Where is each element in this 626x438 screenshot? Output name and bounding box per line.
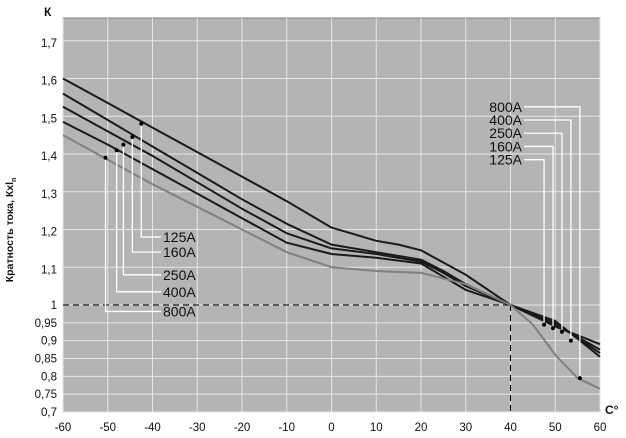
- x-tick-label: 50: [549, 422, 562, 434]
- x-tick-label: 0: [328, 422, 334, 434]
- x-tick-label: -20: [234, 422, 251, 434]
- leader-anchor-right-160A: [551, 326, 556, 331]
- leader-line-right-160A: [524, 145, 554, 329]
- series-label-left-400A: 400A: [163, 284, 196, 300]
- series-label-right-400A: 400A: [489, 112, 522, 128]
- y-tick-label: 1,2: [41, 227, 57, 239]
- series-label-left-125A: 125A: [163, 229, 196, 245]
- leader-line-right-400A: [524, 119, 572, 341]
- series-line-800A: [62, 77, 601, 346]
- leader-anchor-left-250A: [121, 142, 126, 147]
- y-tick-label: 1,7: [41, 38, 57, 50]
- leader-anchor-left-800A: [103, 155, 108, 160]
- leader-anchor-left-125A: [139, 121, 144, 126]
- x-tick-labels: -60 -50 -40 -30 -20 -10 0 10 20 30 40 50 60: [55, 422, 607, 434]
- x-tick-label: 60: [594, 422, 607, 434]
- y-tick-label: 1,1: [41, 264, 57, 276]
- y-tick-label: 0,9: [41, 336, 57, 348]
- x-tick-label: -40: [144, 422, 161, 434]
- y-tick-label: 0,85: [35, 353, 57, 365]
- x-tick-label: -60: [55, 422, 72, 434]
- x-unit-label: С°: [605, 403, 619, 417]
- series-lines: [62, 77, 601, 390]
- x-tick-label: -50: [99, 422, 116, 434]
- series-label-left-160A: 160A: [163, 244, 196, 260]
- leader-line-right-250A: [524, 132, 563, 332]
- label-leaders: [103, 106, 582, 381]
- x-tick-label: 40: [504, 422, 517, 434]
- leader-anchor-left-400A: [114, 148, 119, 153]
- x-tick-label: 10: [370, 422, 383, 434]
- y-tick-label: 0,8: [41, 371, 57, 383]
- leader-anchor-right-400A: [568, 338, 573, 343]
- y-tick-label: 0,75: [35, 389, 57, 401]
- leader-anchor-right-125A: [542, 322, 547, 327]
- y-unit-label: К: [44, 5, 52, 19]
- grid: [62, 18, 601, 413]
- y-tick-label: 1,4: [41, 151, 58, 163]
- leader-line-right-800A: [524, 106, 581, 379]
- y-axis-label: Кратность тока, Кхln: [4, 178, 18, 283]
- y-tick-label: 0,95: [35, 318, 57, 330]
- series-label-right-250A: 250A: [489, 125, 522, 141]
- leader-anchor-left-160A: [130, 135, 135, 140]
- leader-line-left-250A: [122, 144, 161, 276]
- leader-line-left-800A: [104, 157, 161, 313]
- y-tick-label: 1,6: [41, 76, 57, 88]
- leader-line-left-160A: [131, 137, 161, 253]
- y-axis-label-main: Кратность тока, Кхl: [4, 182, 16, 282]
- series-label-right-160A: 160A: [489, 138, 522, 154]
- reference-lines: [63, 304, 511, 412]
- leader-line-left-125A: [140, 123, 161, 238]
- y-tick-label: 1,5: [41, 113, 57, 125]
- y-tick-label: 1: [51, 300, 57, 312]
- leader-line-left-400A: [116, 150, 161, 293]
- series-line-125A: [62, 134, 601, 390]
- x-tick-label: 20: [415, 422, 428, 434]
- x-tick-label: -30: [189, 422, 206, 434]
- y-tick-labels: 0,7 0,75 0,8 0,85 0,9 0,95 1 1,1 1,2 1,3 1,4 1,5 1,6…: [35, 38, 58, 419]
- series-label-left-800A: 800A: [163, 303, 196, 319]
- leader-line-right-125A: [524, 159, 545, 325]
- y-tick-label: 0,7: [41, 407, 57, 419]
- x-tick-label: 30: [459, 422, 472, 434]
- leader-anchor-right-800A: [577, 376, 582, 381]
- series-label-left-250A: 250A: [163, 267, 196, 283]
- y-axis-label-subscript: n: [11, 178, 18, 182]
- y-tick-label: 1,3: [41, 189, 57, 201]
- series-label-right-800A: 800A: [489, 99, 522, 115]
- x-tick-label: -10: [278, 422, 295, 434]
- series-label-right-125A: 125A: [489, 152, 522, 168]
- leader-anchor-right-250A: [559, 329, 564, 334]
